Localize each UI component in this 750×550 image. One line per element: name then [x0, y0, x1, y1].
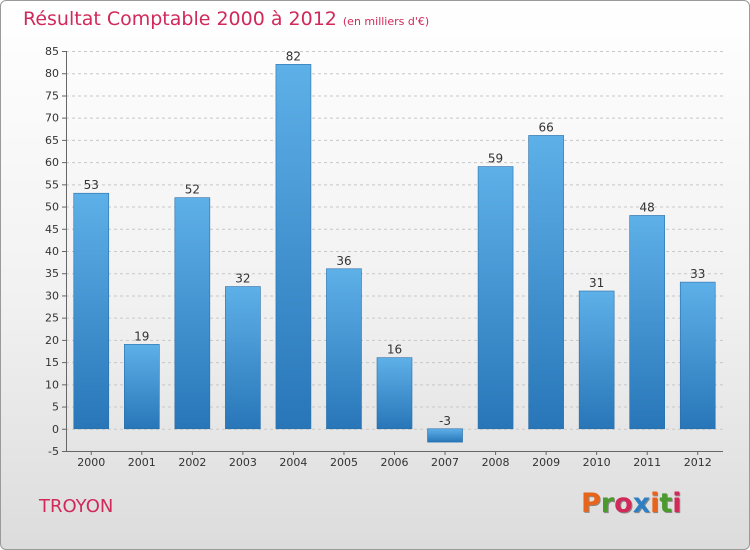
bar — [124, 344, 160, 430]
y-tick-label: 10 — [45, 378, 59, 391]
y-tick-label: -5 — [48, 445, 59, 458]
bar — [629, 215, 665, 430]
proxiti-logo: Proxiti — [581, 488, 682, 519]
bar-chart: -5 0 5 10 15 20 25 30 35 40 45 50 55 60 65 70 75 80 85 53 20… — [45, 45, 723, 469]
title-unit: (en milliers d'€) — [342, 15, 430, 28]
y-tick-label: 20 — [45, 334, 59, 347]
bar — [174, 197, 211, 430]
y-tick-label: 70 — [45, 112, 59, 125]
data-label: 36 — [336, 254, 351, 268]
y-tick-label: 30 — [45, 289, 59, 302]
bar — [73, 192, 110, 430]
bar — [528, 135, 564, 430]
data-label: 16 — [387, 343, 402, 357]
y-tick-label: 85 — [45, 45, 59, 58]
bar — [376, 357, 413, 430]
y-tick-label: 80 — [45, 67, 59, 80]
bar — [477, 166, 514, 430]
bar — [427, 428, 463, 443]
chart-title: Résultat Comptable 2000 à 2012 (en millie… — [23, 8, 429, 30]
logo-letter: o — [614, 488, 633, 519]
bar — [275, 64, 312, 430]
data-label: 52 — [185, 183, 200, 197]
y-tick-label: 15 — [45, 356, 59, 369]
data-label: 33 — [690, 267, 705, 281]
title-text: Résultat Comptable 2000 à 2012 — [23, 8, 337, 30]
y-tick-label: 45 — [45, 223, 59, 236]
logo-letter: P — [581, 488, 601, 519]
bar — [578, 290, 615, 430]
data-label: 19 — [134, 329, 149, 343]
x-tick-label: 2005 — [330, 456, 358, 469]
bar — [326, 268, 362, 430]
x-tick-label: 2012 — [684, 456, 712, 469]
logo-letter: r — [600, 488, 615, 519]
data-label: 32 — [235, 272, 250, 286]
data-label: 66 — [538, 120, 553, 134]
x-tick-label: 2006 — [381, 456, 409, 469]
x-tick-label: 2007 — [431, 456, 459, 469]
y-tick-label: 5 — [52, 401, 59, 414]
bar — [225, 286, 261, 430]
y-tick-label: 25 — [45, 312, 59, 325]
data-label: 82 — [286, 49, 301, 63]
bar — [679, 281, 716, 430]
x-tick-label: 2001 — [128, 456, 156, 469]
logo-letter: x — [632, 488, 651, 519]
y-tick-label: 75 — [45, 89, 59, 102]
x-tick-label: 2003 — [229, 456, 257, 469]
x-tick-label: 2004 — [279, 456, 307, 469]
data-label: 48 — [640, 200, 655, 214]
x-tick-label: 2009 — [532, 456, 560, 469]
data-label: 53 — [84, 178, 99, 192]
y-tick-label: 50 — [45, 201, 59, 214]
x-tick-label: 2002 — [178, 456, 206, 469]
logo-letter: i — [672, 488, 682, 519]
x-tick-label: 2010 — [583, 456, 611, 469]
y-tick-label: 60 — [45, 156, 59, 169]
x-tick-label: 2011 — [633, 456, 661, 469]
y-tick-label: 40 — [45, 245, 59, 258]
logo-letter: t — [659, 488, 673, 519]
commune-name: TROYON — [39, 496, 114, 517]
x-tick-label: 2008 — [482, 456, 510, 469]
y-tick-label: 65 — [45, 134, 59, 147]
x-tick-label: 2000 — [77, 456, 105, 469]
y-tick-label: 55 — [45, 178, 59, 191]
y-tick-label: 0 — [52, 423, 59, 436]
data-label: 59 — [488, 152, 503, 166]
data-label: -3 — [439, 414, 451, 428]
y-tick-label: 35 — [45, 267, 59, 280]
logo-letter: i — [650, 488, 660, 519]
data-label: 31 — [589, 276, 604, 290]
